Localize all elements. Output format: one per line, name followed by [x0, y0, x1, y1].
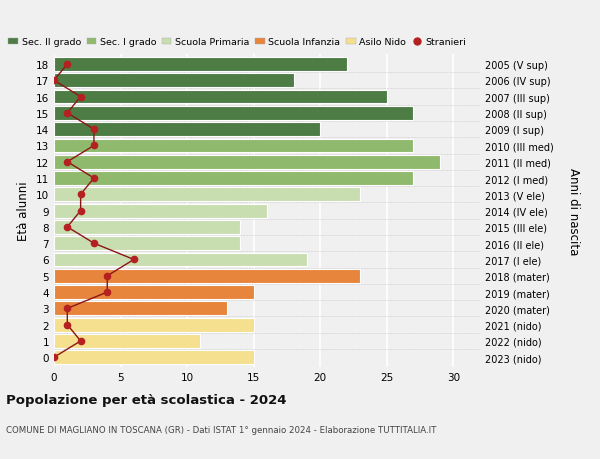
Bar	[54, 156, 440, 169]
Y-axis label: Anni di nascita: Anni di nascita	[568, 168, 581, 255]
Bar	[54, 172, 413, 185]
Bar	[54, 285, 254, 299]
Bar	[54, 253, 307, 267]
Bar	[54, 237, 241, 251]
Bar	[54, 351, 254, 364]
Bar	[54, 204, 267, 218]
Bar	[54, 139, 413, 153]
Bar	[54, 188, 360, 202]
Bar	[54, 123, 320, 137]
Bar	[54, 106, 413, 121]
Bar	[54, 302, 227, 316]
Bar	[54, 334, 200, 348]
Y-axis label: Età alunni: Età alunni	[17, 181, 31, 241]
Bar	[54, 58, 347, 72]
Bar	[54, 269, 360, 283]
Text: COMUNE DI MAGLIANO IN TOSCANA (GR) - Dati ISTAT 1° gennaio 2024 - Elaborazione T: COMUNE DI MAGLIANO IN TOSCANA (GR) - Dat…	[6, 425, 436, 434]
Text: Popolazione per età scolastica - 2024: Popolazione per età scolastica - 2024	[6, 393, 287, 406]
Legend: Sec. II grado, Sec. I grado, Scuola Primaria, Scuola Infanzia, Asilo Nido, Stran: Sec. II grado, Sec. I grado, Scuola Prim…	[8, 38, 466, 47]
Bar	[54, 90, 387, 104]
Bar	[54, 318, 254, 332]
Bar	[54, 74, 293, 88]
Bar	[54, 220, 241, 234]
